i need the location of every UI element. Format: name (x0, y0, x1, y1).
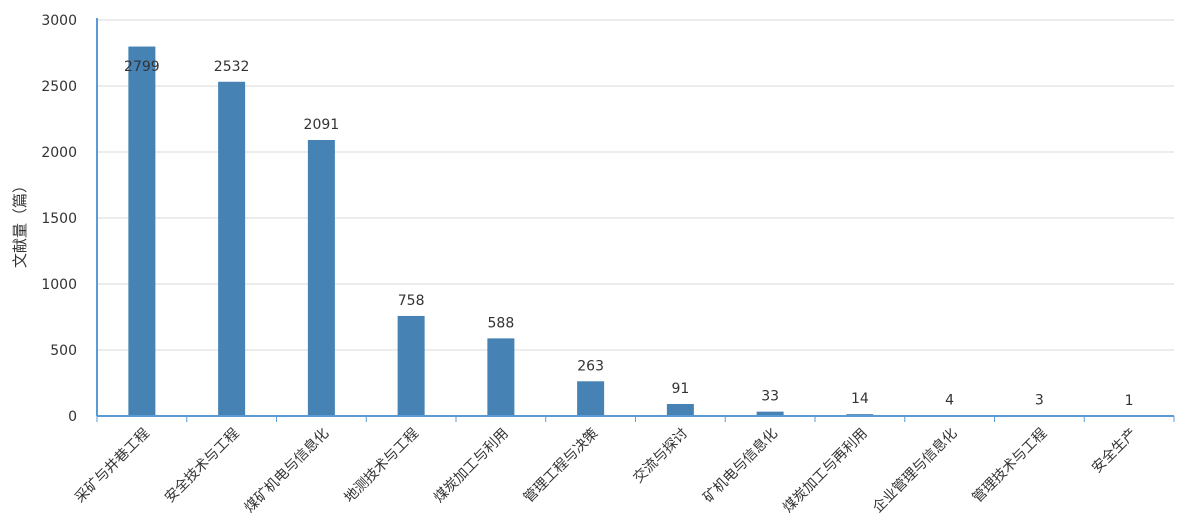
bar (307, 139, 335, 416)
bar (487, 338, 515, 416)
y-tick-label: 500 (50, 343, 77, 359)
x-tick-label: 企业管理与信息化 (869, 425, 960, 516)
data-label: 14 (851, 391, 869, 407)
bar (577, 381, 605, 416)
data-label: 3 (1035, 393, 1044, 409)
bar (756, 411, 784, 416)
x-tick-label: 地测技术与工程 (341, 426, 422, 507)
data-label: 758 (398, 293, 425, 309)
y-tick-label: 2000 (41, 145, 77, 161)
x-tick-label: 管理技术与工程 (970, 426, 1051, 507)
data-labels: 2799 2532 2091 758 588 263 91 33 14 4 3 1 (124, 59, 1134, 409)
data-label: 2091 (304, 117, 340, 133)
data-label: 588 (488, 315, 515, 331)
x-tick-label: 交流与探讨 (630, 425, 692, 487)
data-label: 91 (671, 381, 689, 397)
y-tick-label: 2500 (41, 79, 77, 95)
axes (96, 18, 1175, 422)
y-tick-label: 1500 (41, 211, 77, 227)
x-tick-label: 安全技术与工程 (161, 425, 242, 506)
data-label: 2799 (124, 59, 160, 75)
data-label: 4 (945, 392, 954, 408)
data-label: 1 (1125, 393, 1134, 409)
bars (128, 46, 1143, 416)
x-tick-label: 管理工程与决策 (520, 425, 601, 506)
x-tick-label: 煤矿机电与信息化 (241, 425, 332, 516)
bar (218, 81, 246, 416)
x-tick-label: 采矿与井巷工程 (72, 426, 153, 507)
x-tick-label: 矿机电与信息化 (700, 425, 781, 506)
bar (397, 315, 425, 416)
grid-lines (97, 19, 1174, 351)
data-label: 33 (761, 389, 779, 405)
y-tick-label: 3000 (41, 13, 77, 29)
bar (666, 403, 694, 416)
x-tick-label: 安全生产 (1088, 425, 1140, 477)
bar (128, 46, 156, 416)
y-axis-label: 文献量（篇） (11, 178, 29, 268)
x-tick-labels: 采矿与井巷工程 安全技术与工程 煤矿机电与信息化 地测技术与工程 煤炭加工与利用 管理工程… (72, 425, 1140, 516)
y-tick-labels: 0 500 1000 1500 2000 2500 3000 (41, 13, 77, 425)
data-label: 263 (577, 358, 604, 374)
x-tick-label: 煤炭加工与利用 (431, 426, 512, 507)
y-tick-label: 0 (68, 409, 77, 425)
y-tick-label: 1000 (41, 277, 77, 293)
x-tick-label: 煤炭加工与再利用 (780, 426, 871, 517)
data-label: 2532 (214, 59, 250, 75)
